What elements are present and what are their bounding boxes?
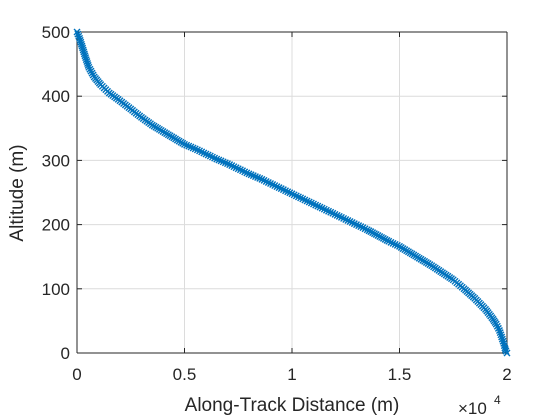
y-tick-label: 500 — [42, 23, 70, 42]
data-point-marker — [81, 52, 89, 60]
data-point-marker — [76, 34, 84, 42]
x-exponent-label: ×10 4 — [458, 393, 501, 418]
data-point-marker — [84, 61, 92, 69]
data-point-marker — [497, 331, 505, 339]
data-markers — [73, 28, 511, 357]
data-point-marker — [75, 32, 83, 40]
x-tick-label: 0.5 — [173, 365, 197, 384]
data-point-marker — [83, 58, 91, 66]
data-point-marker — [77, 40, 85, 48]
y-tick-label: 300 — [42, 151, 70, 170]
data-point-marker — [76, 36, 84, 44]
data-point-marker — [78, 42, 86, 50]
data-point-marker — [82, 54, 90, 62]
data-point-marker — [79, 44, 87, 52]
x-tick-label: 2 — [502, 365, 511, 384]
data-point-marker — [77, 38, 85, 46]
x-tick-label: 0 — [72, 365, 81, 384]
data-point-marker — [73, 28, 81, 36]
data-point-marker — [501, 345, 509, 353]
y-axis-label: Altitude (m) — [7, 144, 28, 241]
grid-layer — [77, 32, 507, 353]
tick-labels: 0 0.5 1 1.5 2 0 100 200 300 400 500 — [42, 23, 512, 384]
y-tick-label: 0 — [61, 344, 70, 363]
x-exponent-power: 4 — [494, 393, 501, 407]
data-point-marker — [498, 333, 506, 341]
plot-area: 0 0.5 1 1.5 2 0 100 200 300 400 500 — [42, 23, 512, 384]
y-tick-label: 200 — [42, 216, 70, 235]
data-point-marker — [84, 59, 92, 67]
data-point-marker — [498, 335, 506, 343]
x-tick-label: 1.5 — [388, 365, 412, 384]
data-point-marker — [82, 56, 90, 64]
y-tick-label: 100 — [42, 280, 70, 299]
data-point-marker — [79, 46, 87, 54]
data-point-marker — [74, 30, 82, 38]
data-point-marker — [496, 329, 504, 337]
data-point-marker — [503, 349, 511, 357]
x-exponent-base: ×10 — [458, 399, 487, 418]
data-point-marker — [495, 327, 503, 335]
data-point-marker — [80, 48, 88, 56]
x-axis-label: Along-Track Distance (m) — [185, 395, 400, 416]
y-tick-label: 400 — [42, 87, 70, 106]
data-point-marker — [80, 50, 88, 58]
x-tick-label: 1 — [287, 365, 296, 384]
